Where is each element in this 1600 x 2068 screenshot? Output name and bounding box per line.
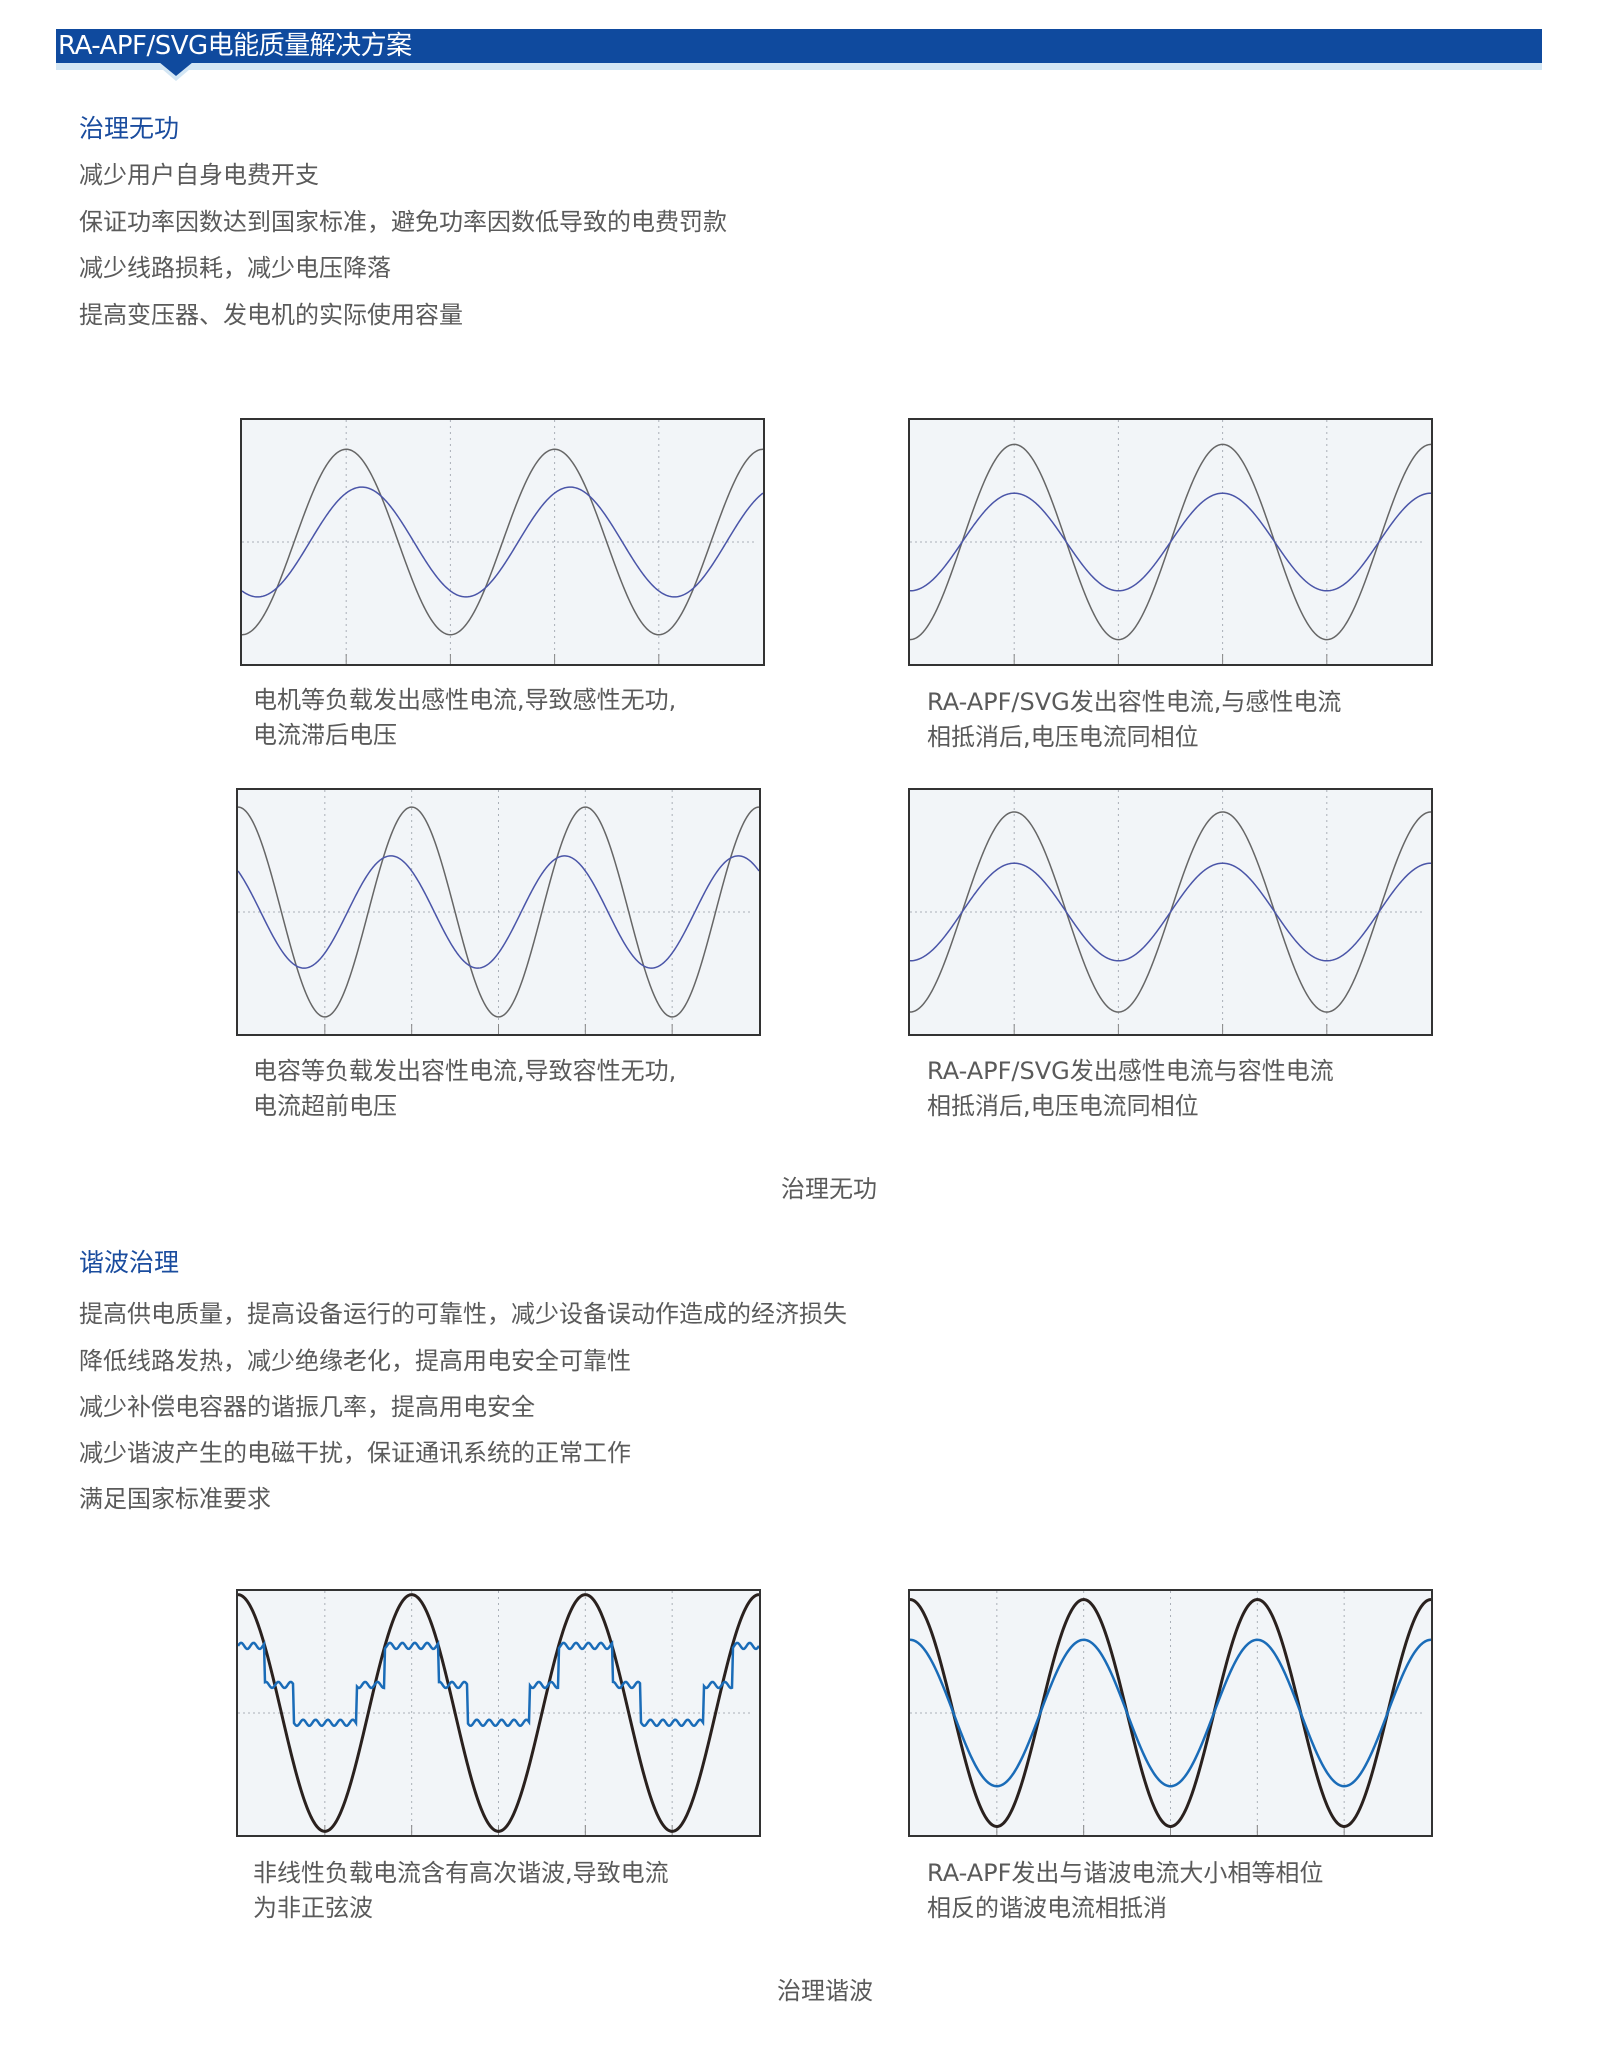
voltage-waveform <box>242 448 763 636</box>
bullet-line: 满足国家标准要求 <box>79 1485 271 1513</box>
figure-caption: 电机等负载发出感性电流,导致感性无功, 电流滞后电压 <box>253 683 676 753</box>
figure-title: 治理无功 <box>781 1175 877 1203</box>
caption-line: 相反的谐波电流相抵消 <box>927 1894 1167 1922</box>
current-waveform <box>910 862 1431 962</box>
page-title: RA-APF/SVG电能质量解决方案 <box>58 31 412 61</box>
figure-caption: RA-APF发出与谐波电流大小相等相位 相反的谐波电流相抵消 <box>927 1856 1323 1926</box>
waveform-plot <box>238 1591 759 1835</box>
current-waveform <box>910 492 1431 592</box>
waveform-plot <box>910 420 1431 664</box>
waveform-chart <box>236 788 761 1036</box>
waveform-chart <box>236 1589 761 1837</box>
voltage-waveform <box>238 806 759 1018</box>
figure-caption: RA-APF/SVG发出感性电流与容性电流 相抵消后,电压电流同相位 <box>927 1054 1334 1124</box>
header-bar <box>56 29 1542 63</box>
caption-line: 相抵消后,电压电流同相位 <box>927 723 1199 751</box>
waveform-chart <box>908 788 1433 1036</box>
bullet-line: 减少线路损耗，减少电压降落 <box>79 254 391 282</box>
figure-title: 治理谐波 <box>777 1977 873 2005</box>
bullet-line: 减少用户自身电费开支 <box>79 161 319 189</box>
current-waveform <box>910 1638 1431 1788</box>
current-waveform <box>238 1640 759 1728</box>
waveform-plot <box>910 1591 1431 1835</box>
waveform-plot <box>238 790 759 1034</box>
waveform-chart <box>908 1589 1433 1837</box>
waveform-chart <box>240 418 765 666</box>
figure-caption: 非线性负载电流含有高次谐波,导致电流 为非正弦波 <box>253 1856 669 1926</box>
waveform-plot <box>910 790 1431 1034</box>
figure-caption: 电容等负载发出容性电流,导致容性无功, 电流超前电压 <box>253 1054 676 1124</box>
figure-caption: RA-APF/SVG发出容性电流,与感性电流 相抵消后,电压电流同相位 <box>927 685 1341 755</box>
section-title-harmonic: 谐波治理 <box>79 1248 180 1277</box>
section-title-reactive: 治理无功 <box>79 114 180 143</box>
caption-line: RA-APF发出与谐波电流大小相等相位 <box>927 1859 1324 1887</box>
bullet-line: 提高变压器、发电机的实际使用容量 <box>79 301 463 329</box>
caption-line: 电流滞后电压 <box>253 721 397 749</box>
caption-line: 电机等负载发出感性电流,导致感性无功, <box>253 686 677 714</box>
bullet-line: 提高供电质量，提高设备运行的可靠性，减少设备误动作造成的经济损失 <box>79 1300 847 1328</box>
waveform-plot <box>242 420 763 664</box>
caption-line: 为非正弦波 <box>253 1894 373 1922</box>
caption-line: 相抵消后,电压电流同相位 <box>927 1092 1199 1120</box>
voltage-waveform <box>238 1593 759 1833</box>
header-pointer-inner <box>159 62 193 76</box>
waveform-chart <box>908 418 1433 666</box>
caption-line: 非线性负载电流含有高次谐波,导致电流 <box>253 1859 669 1887</box>
current-waveform <box>242 486 763 598</box>
bullet-line: 保证功率因数达到国家标准，避免功率因数低导致的电费罚款 <box>79 208 727 236</box>
bullet-line: 减少补偿电容器的谐振几率，提高用电安全 <box>79 1393 535 1421</box>
caption-line: RA-APF/SVG发出感性电流与容性电流 <box>927 1057 1334 1085</box>
bullet-line: 减少谐波产生的电磁干扰，保证通讯系统的正常工作 <box>79 1439 631 1467</box>
voltage-waveform <box>910 1598 1431 1828</box>
current-waveform <box>238 855 759 969</box>
caption-line: RA-APF/SVG发出容性电流,与感性电流 <box>927 688 1342 716</box>
bullet-line: 降低线路发热，减少绝缘老化，提高用电安全可靠性 <box>79 1347 631 1375</box>
caption-line: 电流超前电压 <box>253 1092 397 1120</box>
header-underline <box>56 63 1542 70</box>
caption-line: 电容等负载发出容性电流,导致容性无功, <box>253 1057 677 1085</box>
